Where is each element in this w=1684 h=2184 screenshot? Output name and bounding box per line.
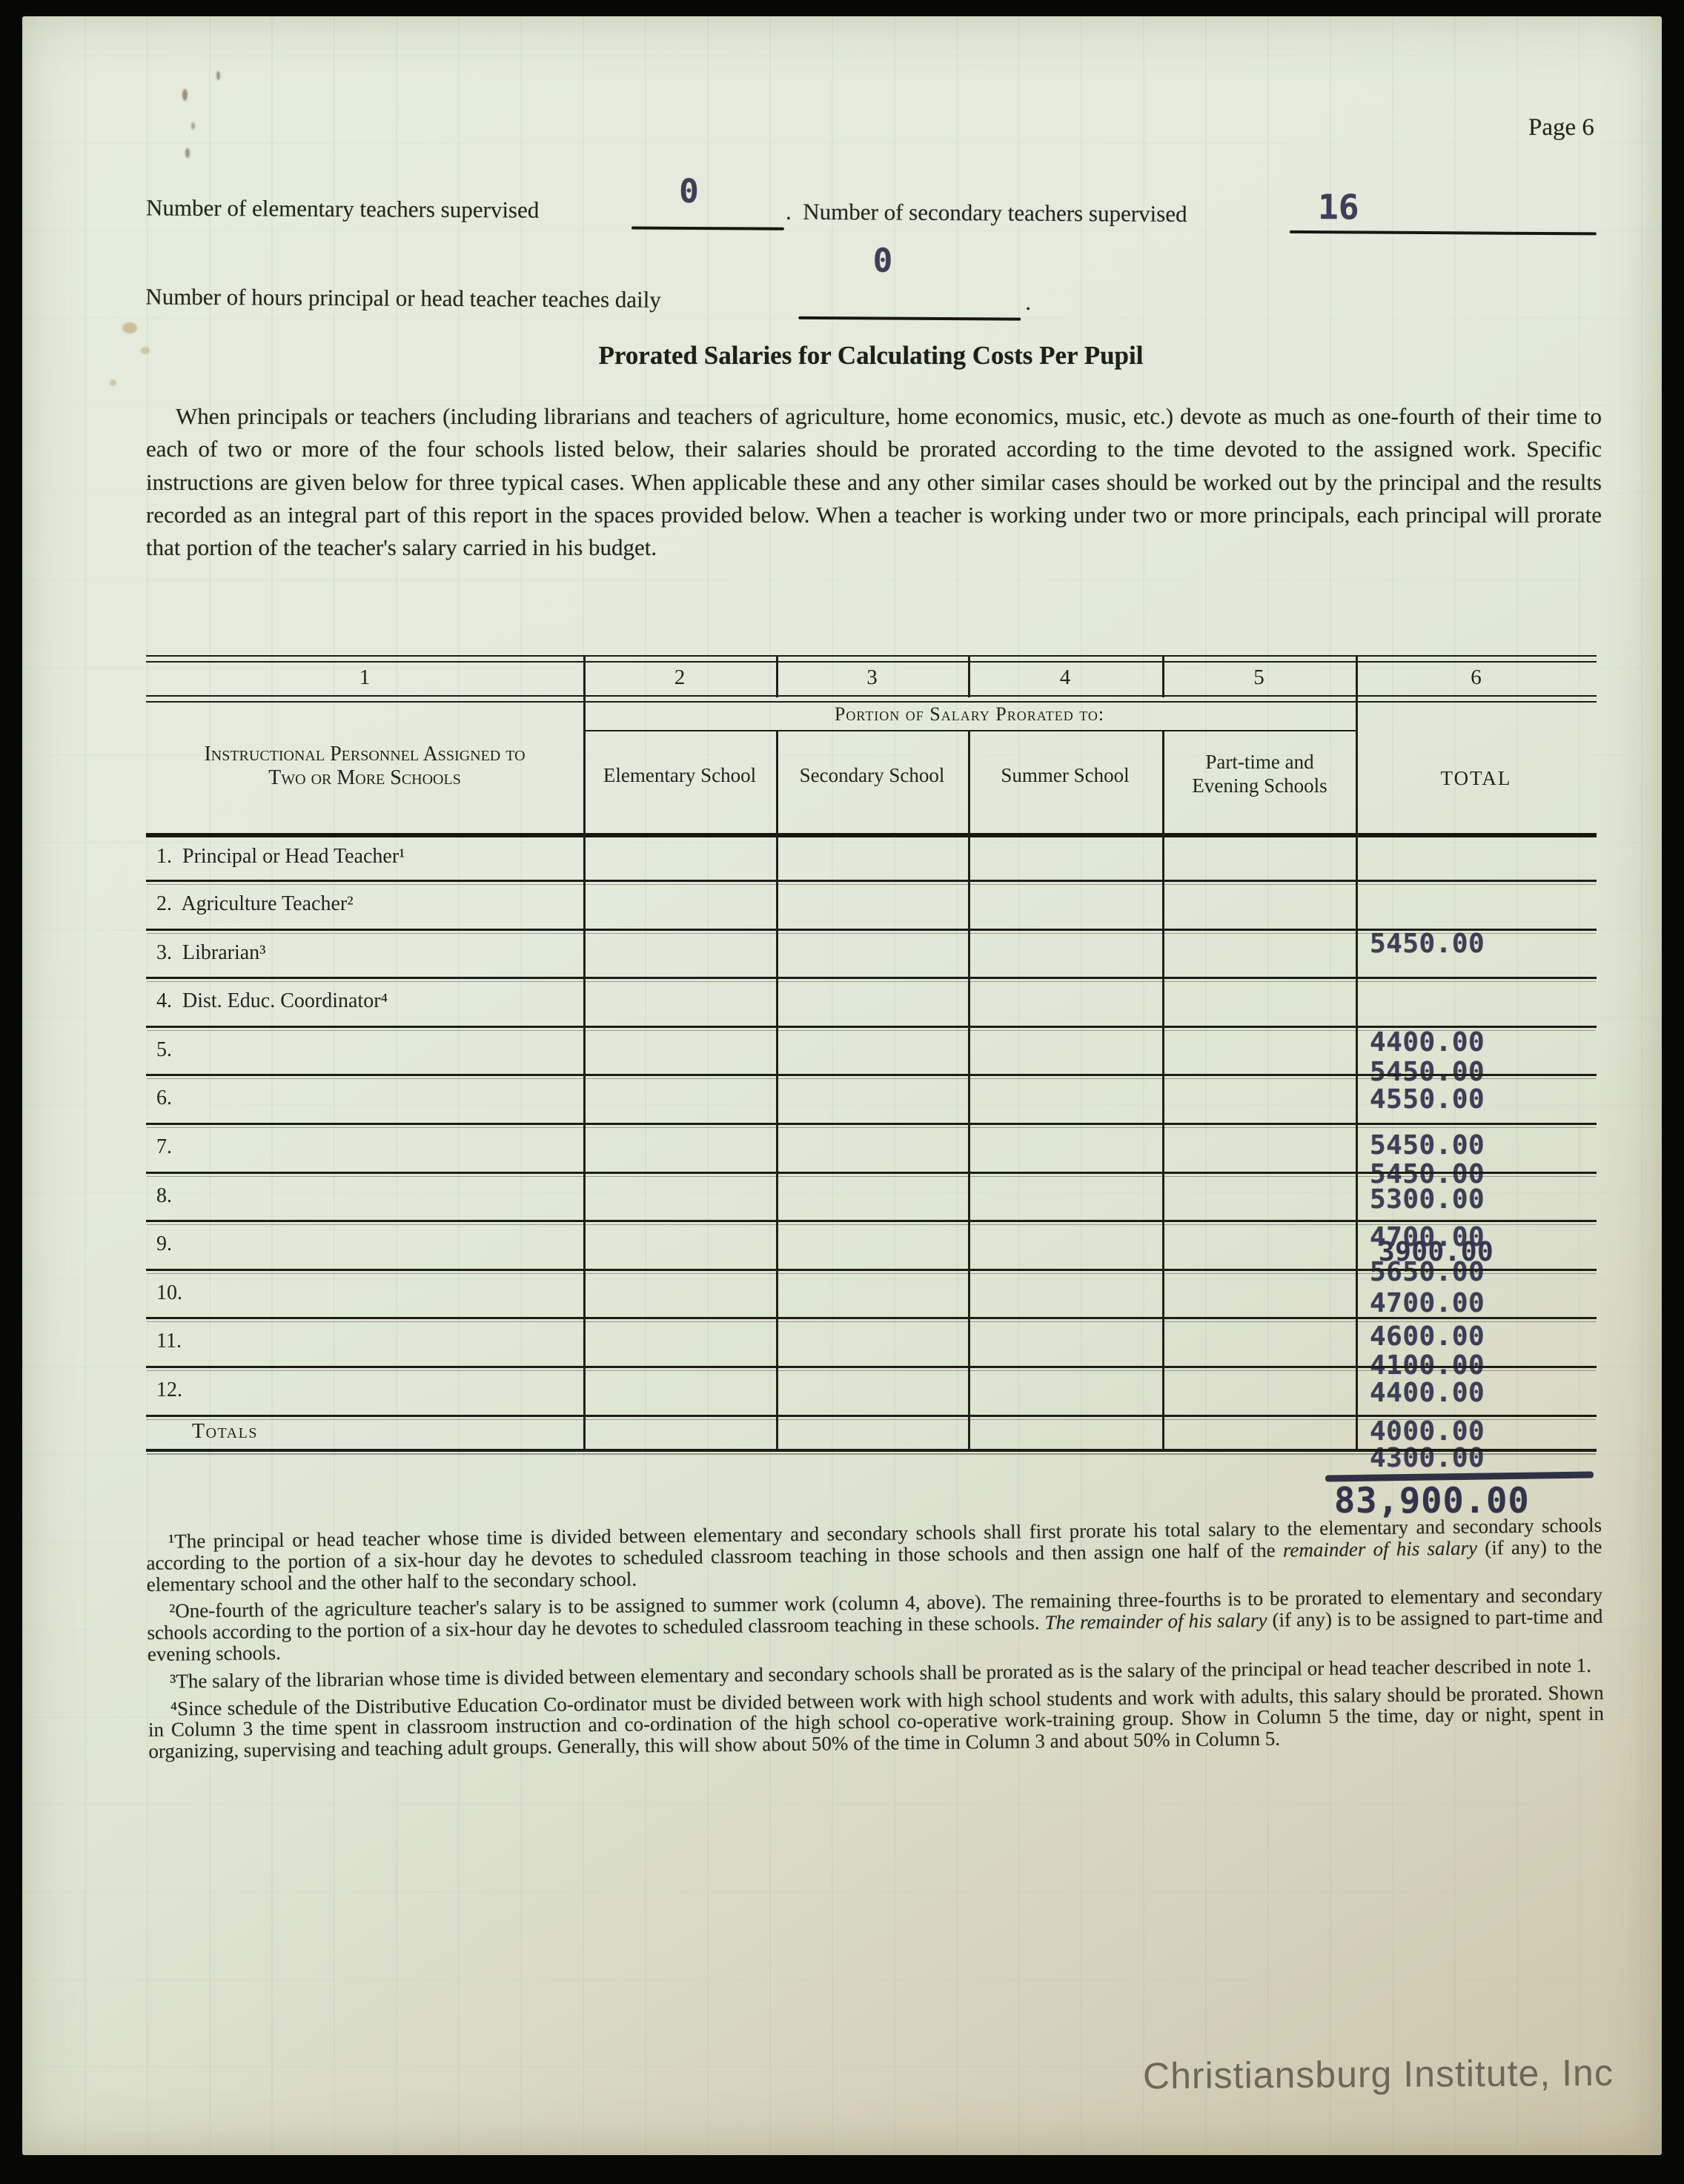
hours-daily-blank — [798, 316, 1021, 321]
table-row-label: 4. Dist. Educ. Coordinator⁴ — [156, 989, 388, 1013]
handwritten-amount: 4550.00 — [1370, 1086, 1485, 1113]
column-number-5: 5 — [1162, 666, 1356, 690]
table-rule — [1162, 730, 1164, 1449]
footnote-text: ⁴Since schedule of the Distributive Educ… — [148, 1681, 1604, 1762]
handwritten-grand-total: 83,900.00 — [1334, 1484, 1530, 1518]
table-row-label: 5. — [156, 1038, 172, 1062]
handwritten-amount: 4400.00 — [1370, 1029, 1485, 1056]
handwritten-amount: 4000.00 — [1370, 1418, 1485, 1445]
table-rule — [583, 655, 586, 1449]
column-number-1: 1 — [146, 666, 583, 690]
handwritten-amount: 5450.00 — [1370, 1132, 1485, 1159]
prorated-salaries-table: 5450.00 4400.00 5450.00 4550.00 5450.00 … — [146, 655, 1597, 1452]
handwritten-amount: 4600.00 — [1370, 1324, 1485, 1350]
footnotes: ¹The principal or head teacher whose tim… — [146, 1515, 1605, 1768]
secondary-supervised-blank — [1290, 230, 1597, 236]
table-row-label: 8. — [156, 1184, 172, 1208]
handwritten-amount: 5650.00 — [1370, 1259, 1485, 1286]
section-title: Prorated Salaries for Calculating Costs … — [148, 341, 1594, 371]
secondary-supervised-value: 16 — [1318, 190, 1359, 224]
footnote-italic: The remainder of his salary — [1044, 1609, 1267, 1633]
summer-school-header: Summer School — [975, 763, 1155, 787]
table-rule — [776, 730, 778, 1449]
totals-row-label: Totals — [192, 1420, 258, 1444]
footnote-2: ²One-fourth of the agriculture teacher's… — [147, 1584, 1603, 1665]
table-row-label: 10. — [156, 1281, 182, 1305]
table-rule — [146, 1449, 1597, 1452]
table-rule — [146, 661, 1597, 663]
table-rule — [146, 1269, 1597, 1271]
total-column-header: TOTAL — [1363, 766, 1589, 790]
table-rule — [146, 695, 1597, 697]
table-rule — [146, 1026, 1597, 1028]
secondary-supervised-label: . Number of secondary teachers supervise… — [786, 199, 1187, 228]
watermark: Christiansburg Institute, Inc — [1143, 2051, 1614, 2097]
hours-daily-value: 0 — [873, 245, 893, 277]
table-row-label: 2. Agriculture Teacher² — [156, 892, 354, 916]
table-rule — [146, 929, 1597, 931]
table-rule — [146, 880, 1597, 882]
elementary-supervised-value: 0 — [679, 176, 699, 208]
personnel-column-header: Instructional Personnel Assigned to Two … — [190, 743, 539, 790]
table-row-label: 7. — [156, 1135, 172, 1159]
table-row-label: 12. — [156, 1378, 182, 1402]
table-rule — [146, 1220, 1597, 1222]
table-rule — [146, 655, 1597, 657]
handwritten-amount: 5450.00 — [1370, 931, 1485, 957]
part-time-evening-header: Part-time and Evening Schools — [1176, 750, 1343, 797]
footnote-italic: remainder of his salary — [1283, 1536, 1477, 1561]
column-number-3: 3 — [776, 666, 968, 690]
handwritten-amount: 5300.00 — [1370, 1186, 1485, 1213]
table-row-label: 1. Principal or Head Teacher¹ — [156, 845, 405, 869]
table-rule — [146, 833, 1597, 837]
handwritten-amount: 4700.00 — [1370, 1290, 1485, 1317]
table-row-label: 6. — [156, 1086, 172, 1110]
secondary-school-header: Secondary School — [783, 763, 961, 787]
table-rule — [146, 1366, 1597, 1368]
hours-daily-label: Number of hours principal or head teache… — [145, 283, 661, 313]
column-number-4: 4 — [968, 666, 1162, 690]
column-number-2: 2 — [583, 666, 776, 690]
hours-daily-period: . — [1025, 289, 1031, 316]
intro-paragraph: When principals or teachers (including l… — [146, 400, 1602, 564]
table-rule — [146, 1074, 1597, 1076]
table-rule — [146, 1172, 1597, 1174]
table-row-label: 11. — [156, 1330, 182, 1353]
elementary-school-header: Elementary School — [591, 763, 769, 787]
table-rule — [146, 1123, 1597, 1125]
table-row-label: 9. — [156, 1232, 172, 1256]
elementary-supervised-blank — [632, 226, 784, 230]
spanner-header: Portion of Salary Prorated to: — [583, 703, 1356, 726]
table-row-label: 3. Librarian³ — [156, 941, 266, 965]
handwritten-amount: 4400.00 — [1370, 1380, 1485, 1407]
handwritten-amount: 5450.00 — [1370, 1059, 1485, 1086]
table-rule — [146, 1415, 1597, 1417]
elementary-supervised-label: Number of elementary teachers supervised — [146, 194, 539, 223]
column-number-6: 6 — [1356, 666, 1597, 690]
table-rule — [146, 1317, 1597, 1319]
table-rule — [146, 977, 1597, 979]
footnote-4: ⁴Since schedule of the Distributive Educ… — [148, 1682, 1605, 1762]
table-rule — [968, 730, 970, 1449]
table-rule — [1356, 655, 1358, 1449]
